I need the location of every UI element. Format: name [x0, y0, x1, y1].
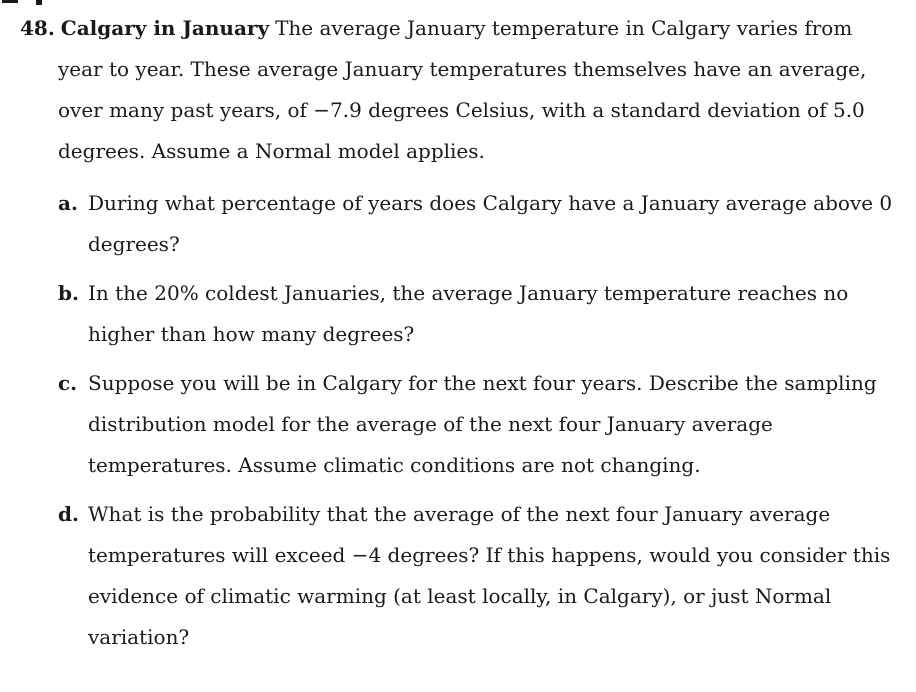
part-letter: d.	[58, 502, 79, 526]
cropped-heading-fragment	[0, 0, 916, 6]
part-text: In the 20% coldest Januaries, the averag…	[88, 281, 849, 346]
exercise-number: 48.	[20, 16, 55, 40]
part-text: Suppose you will be in Calgary for the n…	[88, 371, 877, 477]
exercise-intro-text: The average January temperature in Calga…	[58, 16, 867, 163]
exercise-title: Calgary in January	[60, 16, 270, 40]
part-letter: b.	[58, 281, 79, 305]
part-c: c. Suppose you will be in Calgary for the…	[58, 363, 900, 486]
part-b: b. In the 20% coldest Januaries, the aver…	[58, 273, 900, 355]
part-letter: a.	[58, 191, 78, 215]
part-text: What is the probability that the average…	[88, 502, 891, 649]
part-text: During what percentage of years does Cal…	[88, 191, 893, 256]
part-d: d. What is the probability that the avera…	[58, 494, 900, 658]
exercise-parts: a. During what percentage of years does C…	[20, 183, 900, 658]
exercise-intro: 48. Calgary in January The average January…	[20, 8, 900, 172]
part-a: a. During what percentage of years does C…	[58, 183, 900, 265]
part-letter: c.	[58, 371, 78, 395]
exercise-48: 48. Calgary in January The average January…	[20, 8, 900, 666]
